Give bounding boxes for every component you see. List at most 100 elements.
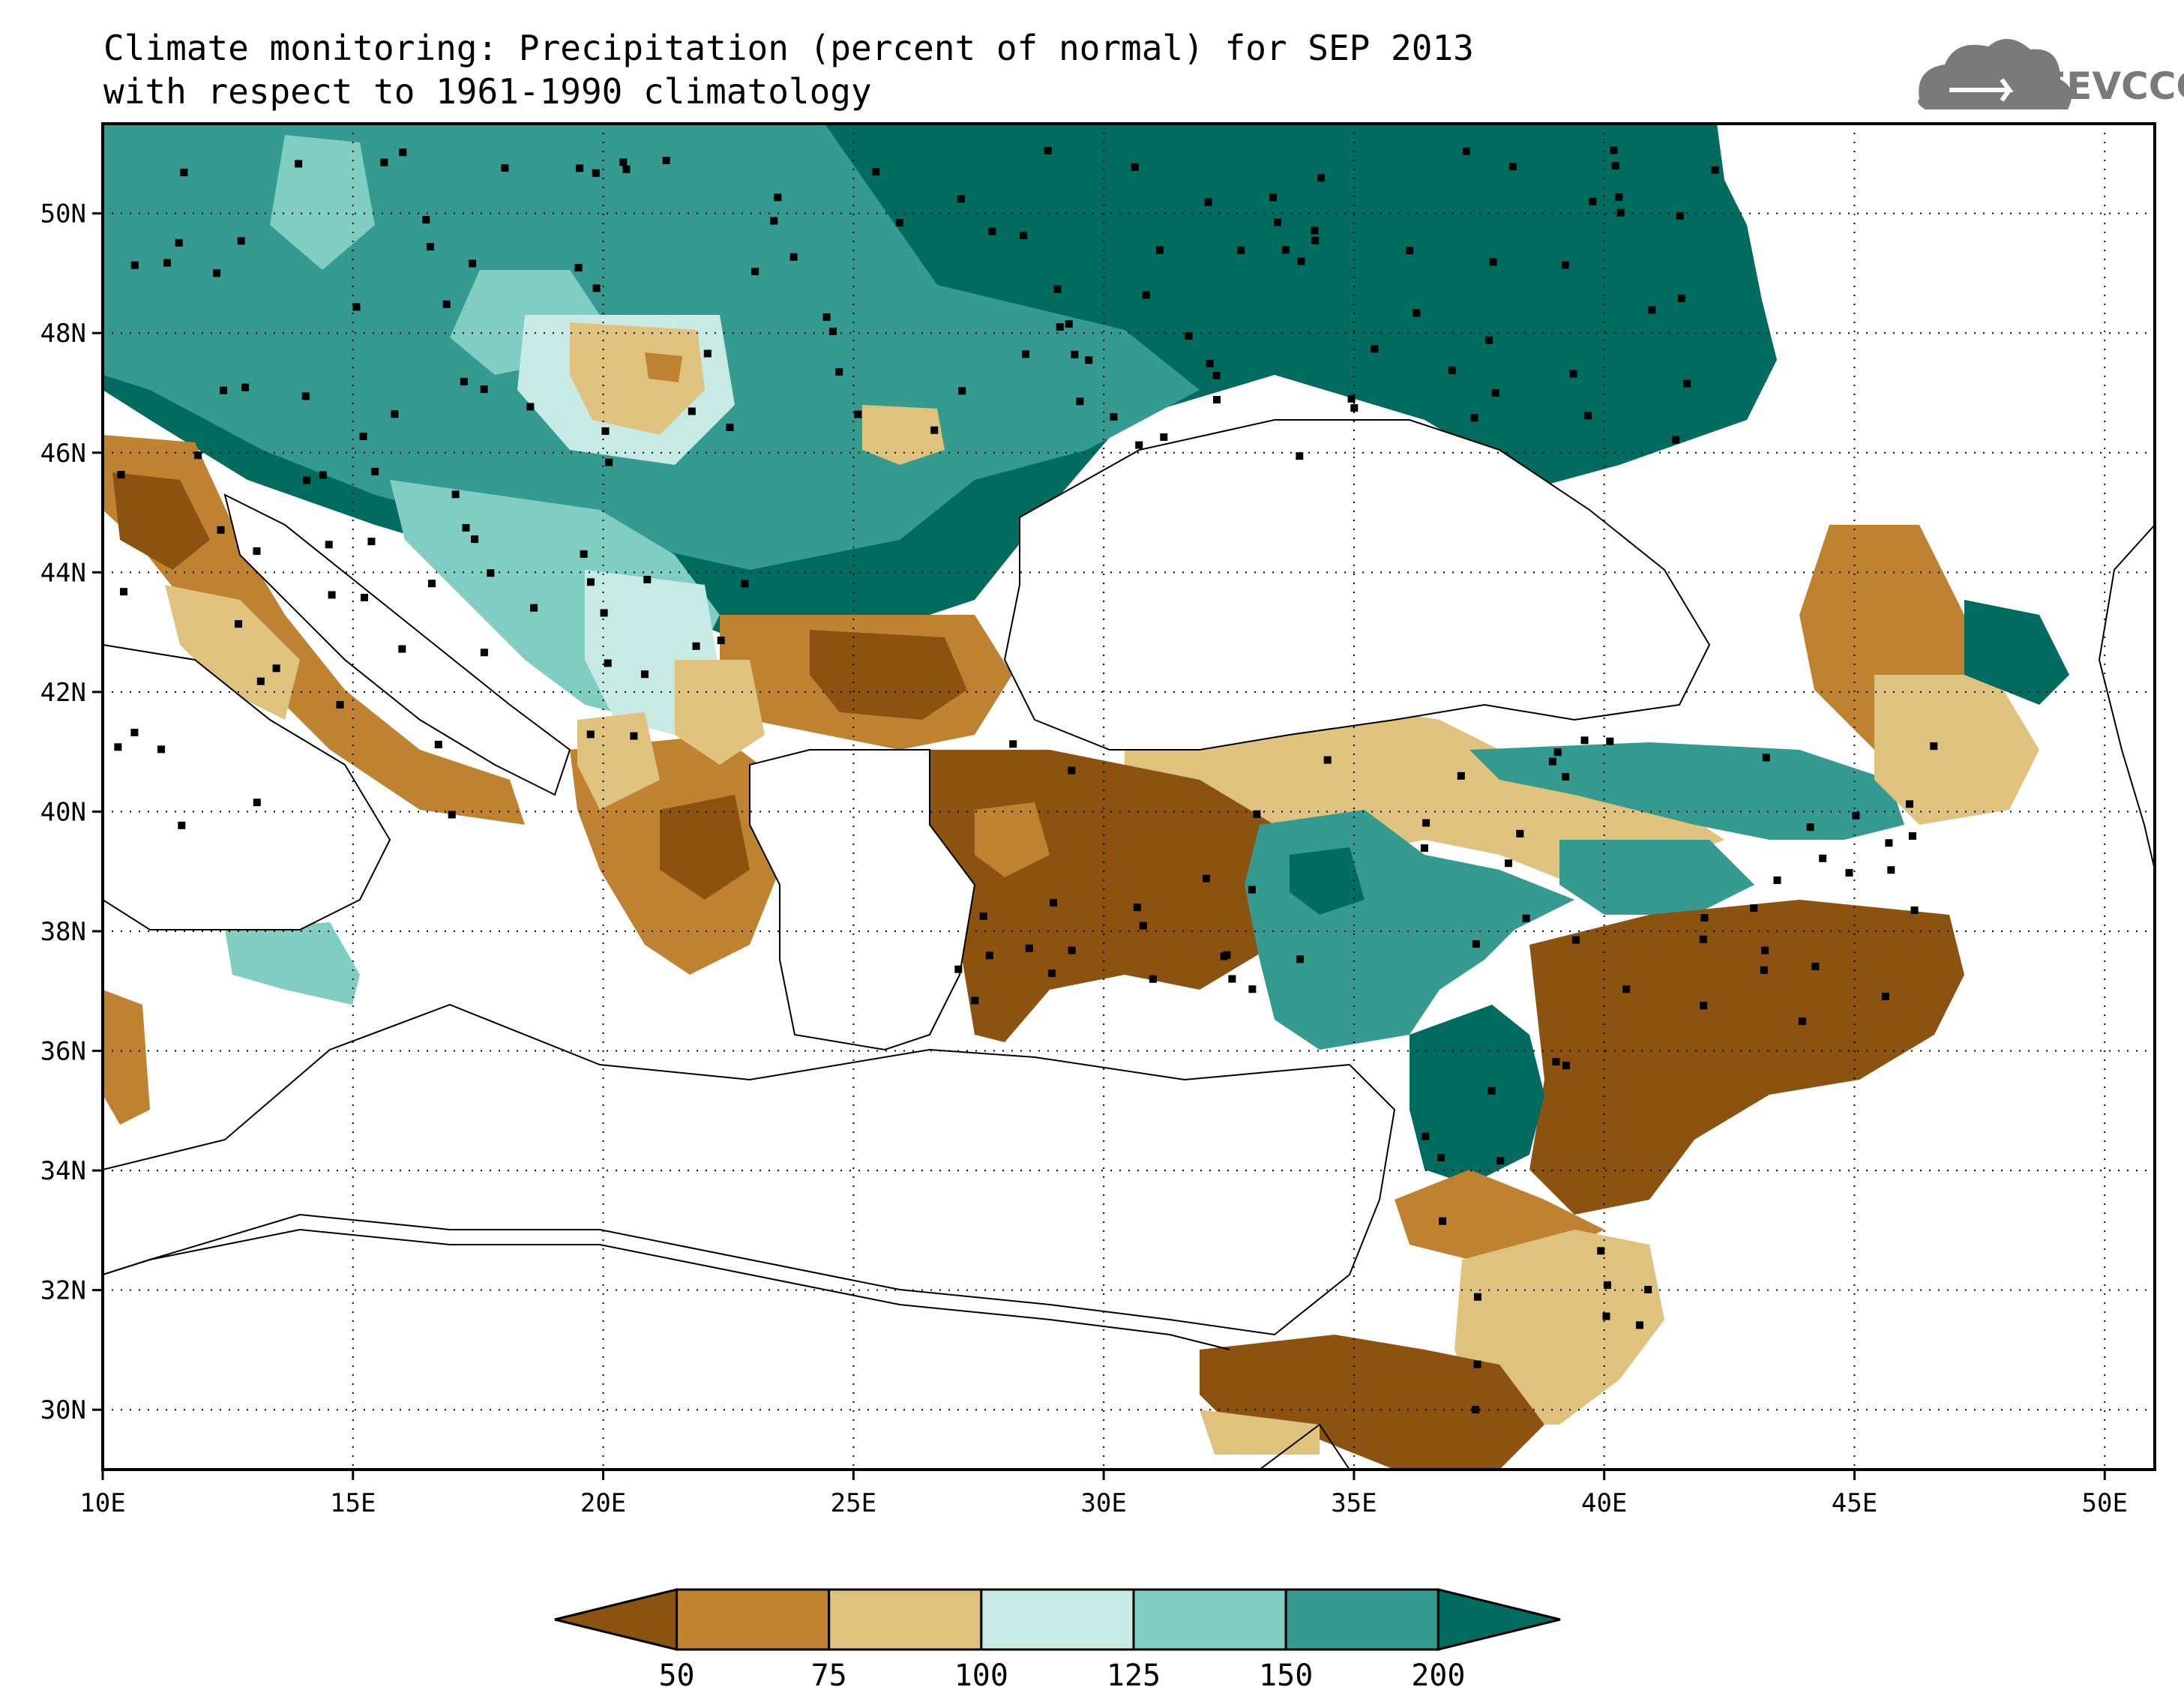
station-marker — [1206, 359, 1214, 367]
station-marker — [958, 387, 966, 395]
station-marker — [1422, 1132, 1430, 1140]
station-marker — [1910, 906, 1919, 915]
station-marker — [1798, 1017, 1806, 1026]
station-marker — [1562, 772, 1570, 781]
station-marker — [1676, 211, 1684, 220]
lon-tick-label: 40E — [1581, 1488, 1627, 1518]
region-romania-slightly-dry — [862, 405, 945, 465]
region-sicily-wet — [225, 922, 360, 1005]
station-marker — [114, 743, 122, 751]
station-marker — [217, 526, 225, 534]
station-marker — [592, 284, 601, 292]
station-markers — [114, 146, 1938, 1414]
station-marker — [1683, 379, 1691, 388]
station-marker — [1133, 903, 1141, 912]
station-marker — [1553, 748, 1562, 757]
station-marker — [471, 535, 479, 544]
station-marker — [434, 741, 442, 749]
station-marker — [253, 799, 261, 807]
station-marker — [272, 664, 280, 673]
station-marker — [303, 476, 311, 484]
station-marker — [1887, 866, 1895, 874]
station-marker — [622, 165, 631, 173]
tyrrhenian-sea — [103, 643, 391, 930]
station-marker — [336, 700, 344, 709]
station-marker — [399, 148, 407, 157]
region-levant-very-wet — [1410, 1005, 1544, 1185]
station-marker — [1212, 371, 1221, 379]
coastlines — [103, 524, 2155, 1470]
station-marker — [235, 620, 243, 628]
station-marker — [117, 471, 125, 479]
station-marker — [426, 243, 434, 251]
station-marker — [1160, 433, 1168, 441]
colorbar-under-arrow — [554, 1588, 679, 1651]
station-marker — [1470, 414, 1478, 422]
station-marker — [828, 327, 837, 335]
station-marker — [1296, 955, 1305, 963]
figure-title-line-1: Climate monitoring: Precipitation (perce… — [103, 28, 1474, 68]
colorbar-label: 50 — [658, 1659, 694, 1687]
station-marker — [256, 677, 265, 685]
station-marker — [219, 386, 227, 394]
station-marker — [1491, 388, 1499, 397]
lat-tick-label: 32N — [40, 1276, 86, 1306]
station-marker — [1056, 322, 1064, 331]
station-marker — [717, 637, 725, 645]
colorbar-over-arrow — [1437, 1588, 1561, 1651]
station-marker — [319, 471, 327, 479]
station-marker — [1773, 876, 1781, 885]
station-marker — [1603, 1281, 1611, 1289]
station-marker — [662, 157, 670, 165]
aegean-sea — [749, 749, 976, 1051]
station-marker — [460, 377, 468, 385]
region-caucasus-extremely-wet — [1964, 600, 2069, 705]
station-marker — [1516, 829, 1524, 838]
station-marker — [422, 216, 430, 224]
station-marker — [601, 427, 610, 435]
lon-tick-label: 25E — [831, 1488, 876, 1518]
station-marker — [643, 576, 652, 584]
sea-areas — [103, 419, 1711, 1336]
station-marker — [301, 392, 310, 400]
station-marker — [163, 259, 171, 267]
region-hungary-dry — [645, 352, 682, 382]
station-marker — [1583, 412, 1592, 420]
station-marker — [1602, 1312, 1610, 1320]
station-marker — [1472, 940, 1480, 948]
station-marker — [619, 158, 628, 166]
station-marker — [1552, 1058, 1560, 1066]
region-alps-wet — [270, 135, 375, 270]
station-marker — [1504, 859, 1512, 867]
region-hungary-slightly-dry — [570, 322, 705, 435]
station-marker — [688, 407, 696, 415]
region-central-anatolia-extremely-wet — [1290, 847, 1365, 915]
station-marker — [1212, 396, 1221, 404]
logo-wordmark: SEEVCCC — [2014, 64, 2184, 108]
station-marker — [1420, 844, 1428, 852]
region-sardinia-dry — [103, 990, 150, 1125]
station-marker — [1597, 1247, 1605, 1255]
lat-tick-label: 48N — [40, 319, 86, 349]
map-area — [103, 124, 2155, 1470]
station-marker — [1448, 366, 1456, 374]
red-sea-coast — [1259, 1423, 1350, 1470]
station-marker — [1406, 247, 1414, 255]
station-marker — [325, 541, 333, 549]
station-marker — [391, 410, 399, 418]
station-marker — [237, 237, 245, 245]
station-marker — [1819, 854, 1827, 862]
black-sea — [1003, 419, 1711, 751]
station-marker — [1204, 198, 1212, 206]
station-marker — [1068, 766, 1076, 775]
station-marker — [1142, 291, 1150, 299]
colorbar-label: 75 — [811, 1659, 847, 1687]
station-marker — [480, 385, 488, 394]
station-marker — [1644, 1285, 1652, 1293]
station-marker — [872, 168, 880, 176]
station-marker — [770, 217, 778, 225]
station-marker — [328, 591, 336, 599]
station-marker — [487, 569, 495, 577]
region-anatolia-dry — [975, 802, 1050, 877]
station-marker — [1068, 946, 1076, 954]
